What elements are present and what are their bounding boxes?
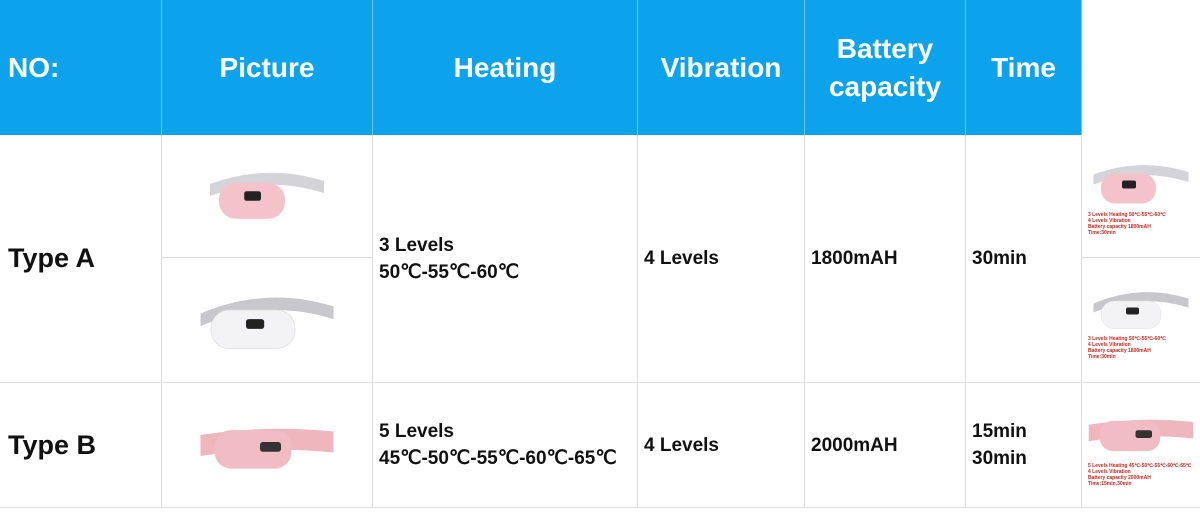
picture-cell	[162, 258, 373, 383]
vibration-cell: 4 Levels	[638, 135, 805, 383]
cell-text: 2000mAH	[811, 434, 898, 456]
header-text: NO:	[8, 51, 60, 83]
caption: Battery capacity 2000mAH	[1088, 475, 1151, 481]
thumbnail: 3 Levels Heating 50℃-55℃-60℃ 4 Levels Vi…	[1082, 258, 1200, 383]
header-text: Vibration	[660, 51, 782, 83]
cell-text: 30min	[972, 248, 1027, 269]
header-text: Time	[991, 51, 1056, 83]
header-cell: Picture	[162, 0, 373, 135]
type-name: Type A	[8, 243, 96, 273]
caption: Time:15min,30min	[1088, 481, 1132, 487]
product-image	[197, 408, 337, 483]
cell-text: 30min	[972, 448, 1027, 469]
header-cell: Time	[966, 0, 1082, 135]
caption: 4 Levels Vibration	[1088, 469, 1131, 475]
cell-text: 45℃-50℃-55℃-60℃-65℃	[379, 448, 617, 469]
row-label: Type B	[0, 383, 162, 508]
caption: 5 Levels Heating 45℃-50℃-55℃-60℃-65℃	[1088, 463, 1192, 469]
battery-cell: 2000mAH	[805, 383, 966, 508]
time-cell: 15min 30min	[966, 383, 1082, 508]
caption: Battery capacity 1800mAH	[1088, 223, 1151, 230]
header-text: Battery capacity	[828, 32, 942, 102]
header-cell: NO:	[0, 0, 162, 135]
vibration-cell: 4 Levels	[638, 383, 805, 508]
caption: Time:30min	[1088, 229, 1116, 236]
header-text: Heating	[453, 51, 557, 83]
cell-text: 5 Levels	[379, 421, 454, 442]
cell-text: 1800mAH	[811, 248, 898, 269]
header-cell: Battery capacity	[805, 0, 966, 135]
caption: Battery capacity 1800mAH	[1088, 347, 1151, 354]
caption: 3 Levels Heating 50℃-55℃-60℃	[1088, 211, 1166, 218]
product-image	[207, 161, 327, 231]
battery-cell: 1800mAH	[805, 135, 966, 383]
heating-cell: 3 Levels 50℃-55℃-60℃	[373, 135, 638, 383]
caption: 4 Levels Vibration	[1088, 341, 1131, 348]
header-cell: Heating	[373, 0, 638, 135]
cell-text: 15min	[972, 421, 1027, 442]
header-text: Picture	[219, 51, 315, 83]
thumbnail-image	[1091, 281, 1191, 336]
type-name: Type B	[8, 429, 97, 460]
row-label: Type A	[0, 135, 162, 383]
picture-cell	[162, 135, 373, 258]
thumbnail-image	[1091, 157, 1191, 212]
picture-cell	[162, 383, 373, 508]
heating-cell: 5 Levels 45℃-50℃-55℃-60℃-65℃	[373, 383, 638, 508]
cell-text: 3 Levels	[379, 234, 454, 256]
cell-text: 50℃-55℃-60℃	[379, 261, 520, 283]
caption: Time:30min	[1088, 353, 1116, 360]
header-cell: Vibration	[638, 0, 805, 135]
caption: 4 Levels Vibration	[1088, 217, 1131, 224]
thumbnail: 3 Levels Heating 50℃-55℃-60℃ 4 Levels Vi…	[1082, 135, 1200, 258]
thumbnail: 5 Levels Heating 45℃-50℃-55℃-60℃-65℃ 4 L…	[1082, 383, 1200, 508]
caption: 3 Levels Heating 50℃-55℃-60℃	[1088, 335, 1166, 342]
thumbnail-image	[1086, 403, 1196, 463]
cell-text: 4 Levels	[644, 248, 719, 269]
time-cell: 30min	[966, 135, 1082, 383]
product-image	[197, 283, 337, 358]
cell-text: 4 Levels	[644, 434, 719, 456]
